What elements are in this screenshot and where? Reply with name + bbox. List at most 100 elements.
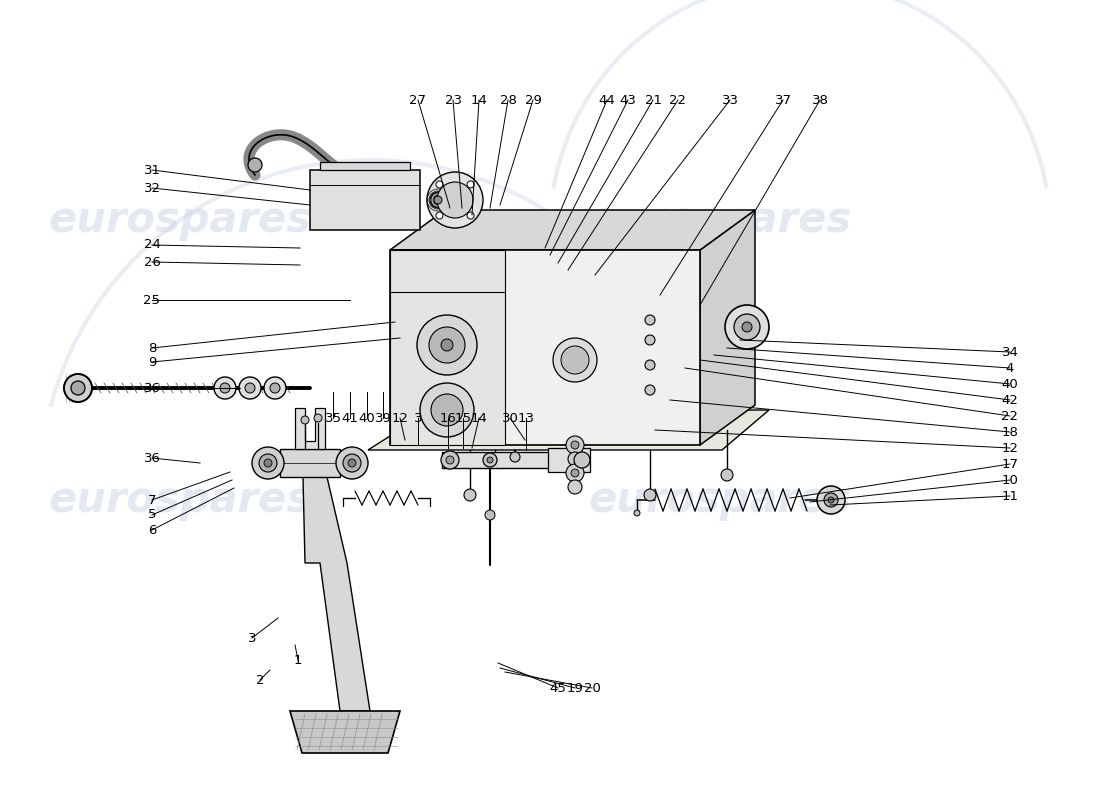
Text: 15: 15: [454, 411, 472, 425]
Circle shape: [343, 454, 361, 472]
Text: 30: 30: [502, 411, 518, 425]
Polygon shape: [390, 250, 700, 445]
Circle shape: [571, 441, 579, 449]
Circle shape: [645, 315, 654, 325]
Circle shape: [430, 192, 446, 208]
Text: 23: 23: [444, 94, 462, 106]
Circle shape: [485, 510, 495, 520]
Text: 37: 37: [774, 94, 792, 106]
Circle shape: [510, 452, 520, 462]
Circle shape: [645, 335, 654, 345]
Circle shape: [817, 486, 845, 514]
Circle shape: [566, 436, 584, 454]
Text: 7: 7: [147, 494, 156, 506]
Text: 21: 21: [645, 94, 661, 106]
Text: eurospares: eurospares: [48, 199, 311, 241]
Circle shape: [239, 377, 261, 399]
Polygon shape: [310, 170, 420, 230]
Text: 38: 38: [812, 94, 828, 106]
Circle shape: [645, 360, 654, 370]
Circle shape: [301, 416, 309, 424]
Polygon shape: [442, 452, 550, 468]
Circle shape: [561, 346, 588, 374]
Polygon shape: [280, 449, 340, 477]
Circle shape: [566, 464, 584, 482]
Text: 16: 16: [440, 411, 456, 425]
Circle shape: [214, 377, 236, 399]
Text: 22: 22: [1001, 410, 1019, 422]
Text: 12: 12: [1001, 442, 1019, 454]
Text: 39: 39: [375, 411, 392, 425]
Circle shape: [72, 381, 85, 395]
Circle shape: [483, 453, 497, 467]
Text: 13: 13: [517, 411, 535, 425]
Text: 17: 17: [1001, 458, 1019, 470]
Text: 27: 27: [409, 94, 427, 106]
Circle shape: [634, 510, 640, 516]
Circle shape: [436, 212, 443, 219]
Text: 3: 3: [414, 411, 422, 425]
Text: 25: 25: [143, 294, 161, 306]
Circle shape: [264, 459, 272, 467]
Text: 45: 45: [550, 682, 566, 694]
Text: 14: 14: [471, 411, 487, 425]
Text: 11: 11: [1001, 490, 1019, 502]
Circle shape: [64, 374, 92, 402]
Circle shape: [574, 452, 590, 468]
Circle shape: [742, 322, 752, 332]
Circle shape: [429, 327, 465, 363]
Circle shape: [437, 182, 473, 218]
Circle shape: [417, 315, 477, 375]
Circle shape: [468, 212, 474, 219]
Circle shape: [568, 480, 582, 494]
Text: 33: 33: [722, 94, 738, 106]
Text: eurospares: eurospares: [588, 199, 851, 241]
Circle shape: [270, 383, 280, 393]
Polygon shape: [302, 477, 370, 711]
Text: 31: 31: [143, 163, 161, 177]
Circle shape: [258, 454, 277, 472]
Text: 2: 2: [255, 674, 264, 686]
Circle shape: [245, 383, 255, 393]
Text: 34: 34: [1002, 346, 1019, 358]
Text: 28: 28: [499, 94, 516, 106]
Text: 35: 35: [324, 411, 341, 425]
Text: 44: 44: [598, 94, 615, 106]
Text: 14: 14: [471, 94, 487, 106]
Text: 3: 3: [248, 631, 256, 645]
Text: 42: 42: [1002, 394, 1019, 406]
Text: 1: 1: [294, 654, 302, 666]
Circle shape: [468, 181, 474, 188]
Circle shape: [644, 489, 656, 501]
Text: 19: 19: [566, 682, 583, 694]
Text: 24: 24: [144, 238, 161, 251]
Text: 40: 40: [1002, 378, 1019, 390]
Polygon shape: [390, 210, 755, 250]
Circle shape: [436, 181, 443, 188]
Circle shape: [828, 497, 834, 503]
Circle shape: [568, 452, 582, 466]
Polygon shape: [390, 250, 505, 445]
Text: 18: 18: [1002, 426, 1019, 438]
Circle shape: [734, 314, 760, 340]
Text: 12: 12: [392, 411, 408, 425]
Circle shape: [725, 305, 769, 349]
Circle shape: [252, 447, 284, 479]
Circle shape: [434, 196, 442, 204]
Text: 40: 40: [359, 411, 375, 425]
Polygon shape: [295, 408, 324, 449]
Polygon shape: [700, 210, 755, 445]
Circle shape: [348, 459, 356, 467]
Text: 36: 36: [144, 382, 161, 394]
Polygon shape: [290, 711, 400, 753]
Polygon shape: [320, 162, 410, 170]
Circle shape: [336, 447, 368, 479]
Text: eurospares: eurospares: [48, 479, 311, 521]
Circle shape: [248, 158, 262, 172]
Circle shape: [571, 469, 579, 477]
Circle shape: [553, 338, 597, 382]
Circle shape: [427, 172, 483, 228]
Text: 9: 9: [147, 355, 156, 369]
Text: 43: 43: [619, 94, 637, 106]
Text: 8: 8: [147, 342, 156, 354]
